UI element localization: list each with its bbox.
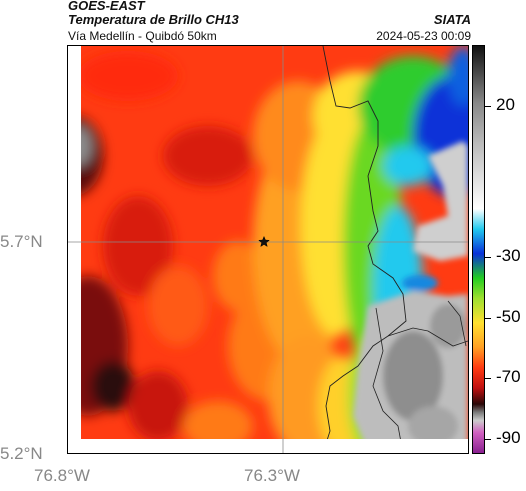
colorbar-tick xyxy=(485,317,491,319)
no-data-strip xyxy=(68,46,81,439)
colorbar-label: -30 xyxy=(496,246,521,266)
colorbar-tick xyxy=(485,438,491,440)
no-data-band xyxy=(68,439,468,453)
colorbar-label: -70 xyxy=(496,367,521,387)
colorbar-label: 20 xyxy=(496,94,515,114)
colorbar-label: -90 xyxy=(496,427,521,447)
organization-label: SIATA xyxy=(433,12,471,27)
department-border-3 xyxy=(447,300,467,347)
brightness-temperature-field xyxy=(68,46,468,453)
coastline xyxy=(322,46,407,453)
lon-label-76-3: 76.3°W xyxy=(244,466,300,485)
colorbar-tick xyxy=(485,378,491,380)
clear-sky-regions xyxy=(353,141,468,453)
lat-label-5-2: 5.2°N xyxy=(0,444,43,463)
colorbar-tick xyxy=(485,105,491,107)
lat-label-5-7: 5.7°N xyxy=(0,232,43,251)
satellite-map[interactable] xyxy=(67,45,469,454)
route-subtitle: Vía Medellín - Quibdó 50km xyxy=(68,29,217,43)
colorbar-tick xyxy=(485,257,491,259)
colorbar xyxy=(472,45,485,454)
satellite-title: GOES-EAST xyxy=(68,0,145,13)
timestamp-label: 2024-05-23 00:09 xyxy=(376,29,471,43)
department-border-2 xyxy=(372,307,404,453)
product-title: Temperatura de Brillo CH13 xyxy=(68,12,239,27)
lon-label-76-8: 76.8°W xyxy=(34,466,90,485)
colorbar-label: -50 xyxy=(496,306,521,326)
department-border xyxy=(387,327,468,347)
star-icon[interactable] xyxy=(258,235,270,247)
